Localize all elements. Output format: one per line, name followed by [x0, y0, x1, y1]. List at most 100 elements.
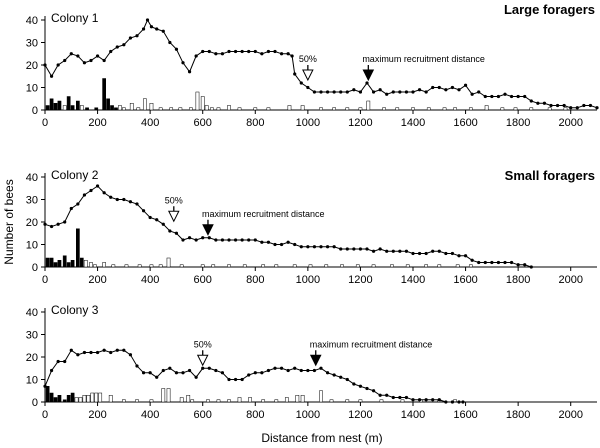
line-point	[358, 247, 363, 251]
histogram-bar	[118, 105, 122, 111]
line-point	[220, 371, 225, 375]
histogram-bar	[49, 98, 54, 111]
histogram-bar	[66, 262, 71, 268]
histogram-bar	[484, 105, 489, 111]
line-point	[503, 92, 507, 96]
line-point	[365, 386, 369, 391]
y-tick-label: 40	[26, 15, 38, 27]
x-tick-label: 200	[88, 409, 106, 421]
x-tick-label: 600	[194, 274, 212, 286]
line-point	[155, 375, 159, 379]
fifty-percent-label: 50%	[299, 54, 317, 64]
line-point	[56, 359, 60, 364]
histogram-bar	[189, 107, 193, 111]
histogram-bar	[57, 260, 62, 268]
histogram-bar	[266, 107, 271, 111]
y-tick-label: 0	[32, 397, 38, 409]
histogram-bar	[227, 105, 231, 111]
line-point	[247, 238, 251, 242]
histogram-bar	[227, 264, 231, 268]
line-point	[411, 251, 415, 256]
line-point	[549, 103, 553, 108]
fifty-percent-arrow	[196, 354, 209, 367]
histogram-bar	[455, 264, 460, 268]
line-point	[253, 238, 257, 242]
line-point	[181, 61, 185, 65]
histogram-bar	[66, 395, 71, 403]
line-point	[404, 249, 409, 253]
line-point	[266, 240, 271, 244]
histogram-bar	[169, 107, 174, 111]
line-point	[477, 90, 481, 94]
histogram-bar	[178, 107, 183, 111]
line-point	[201, 49, 205, 54]
line-point	[49, 74, 54, 78]
histogram-bar	[242, 264, 247, 268]
line-point	[325, 245, 330, 249]
line-point	[240, 377, 244, 382]
line-point	[181, 238, 185, 242]
line-point	[43, 384, 47, 388]
line-point	[102, 191, 106, 195]
line-point	[168, 40, 172, 45]
line-point	[299, 245, 303, 249]
line-point	[424, 398, 428, 402]
line-point	[391, 249, 395, 253]
histogram-bar	[426, 107, 431, 111]
histogram-bar	[468, 264, 473, 268]
histogram-bar	[345, 107, 350, 111]
histogram-bar	[390, 264, 394, 268]
y-axis-label: Number of bees	[2, 179, 16, 264]
line-point	[319, 366, 323, 370]
line-point	[542, 101, 547, 105]
histogram-bar	[424, 264, 428, 268]
histogram-bar	[82, 395, 87, 403]
histogram-bar	[110, 105, 114, 111]
line-point	[135, 34, 139, 38]
x-tick-label: 2000	[558, 409, 582, 421]
x-tick-label: 1600	[453, 117, 477, 129]
line-point	[339, 375, 343, 379]
x-tick-label: 2000	[558, 117, 582, 129]
histogram-bar	[90, 392, 95, 403]
histogram-bar	[500, 107, 505, 111]
series-line	[44, 18, 598, 109]
line-point	[595, 106, 599, 110]
line-point	[437, 398, 441, 402]
x-tick-label: 200	[88, 117, 106, 129]
line-point	[332, 245, 336, 249]
x-tick-label: 600	[194, 409, 212, 421]
histogram-bar	[98, 392, 103, 403]
histogram-bar	[237, 107, 242, 111]
line-point	[391, 395, 395, 400]
x-tick-label: 0	[42, 274, 48, 286]
heading-large-foragers: Large foragers	[504, 2, 595, 17]
line-point	[371, 389, 376, 393]
line-point	[155, 218, 159, 222]
x-tick-label: 400	[141, 117, 159, 129]
x-tick-label: 0	[42, 409, 48, 421]
line-point	[141, 209, 146, 213]
y-tick-label: 0	[32, 105, 38, 117]
histogram-bar	[74, 397, 79, 403]
line-point	[56, 222, 60, 226]
line-point	[345, 90, 349, 94]
line-point	[69, 52, 73, 56]
histogram-bar	[53, 397, 58, 403]
histogram-bar	[274, 399, 279, 403]
line-point	[82, 193, 87, 197]
histogram-bar	[358, 399, 363, 403]
line-point	[233, 49, 238, 54]
x-tick-label: 0	[42, 117, 48, 129]
line-point	[102, 58, 106, 63]
line-point	[89, 188, 93, 193]
line-point	[260, 240, 264, 244]
line-point	[385, 393, 389, 397]
histogram-bar	[114, 107, 118, 111]
line-point	[168, 366, 172, 370]
line-point	[82, 61, 87, 65]
line-point	[227, 238, 231, 242]
line-point	[496, 260, 501, 265]
